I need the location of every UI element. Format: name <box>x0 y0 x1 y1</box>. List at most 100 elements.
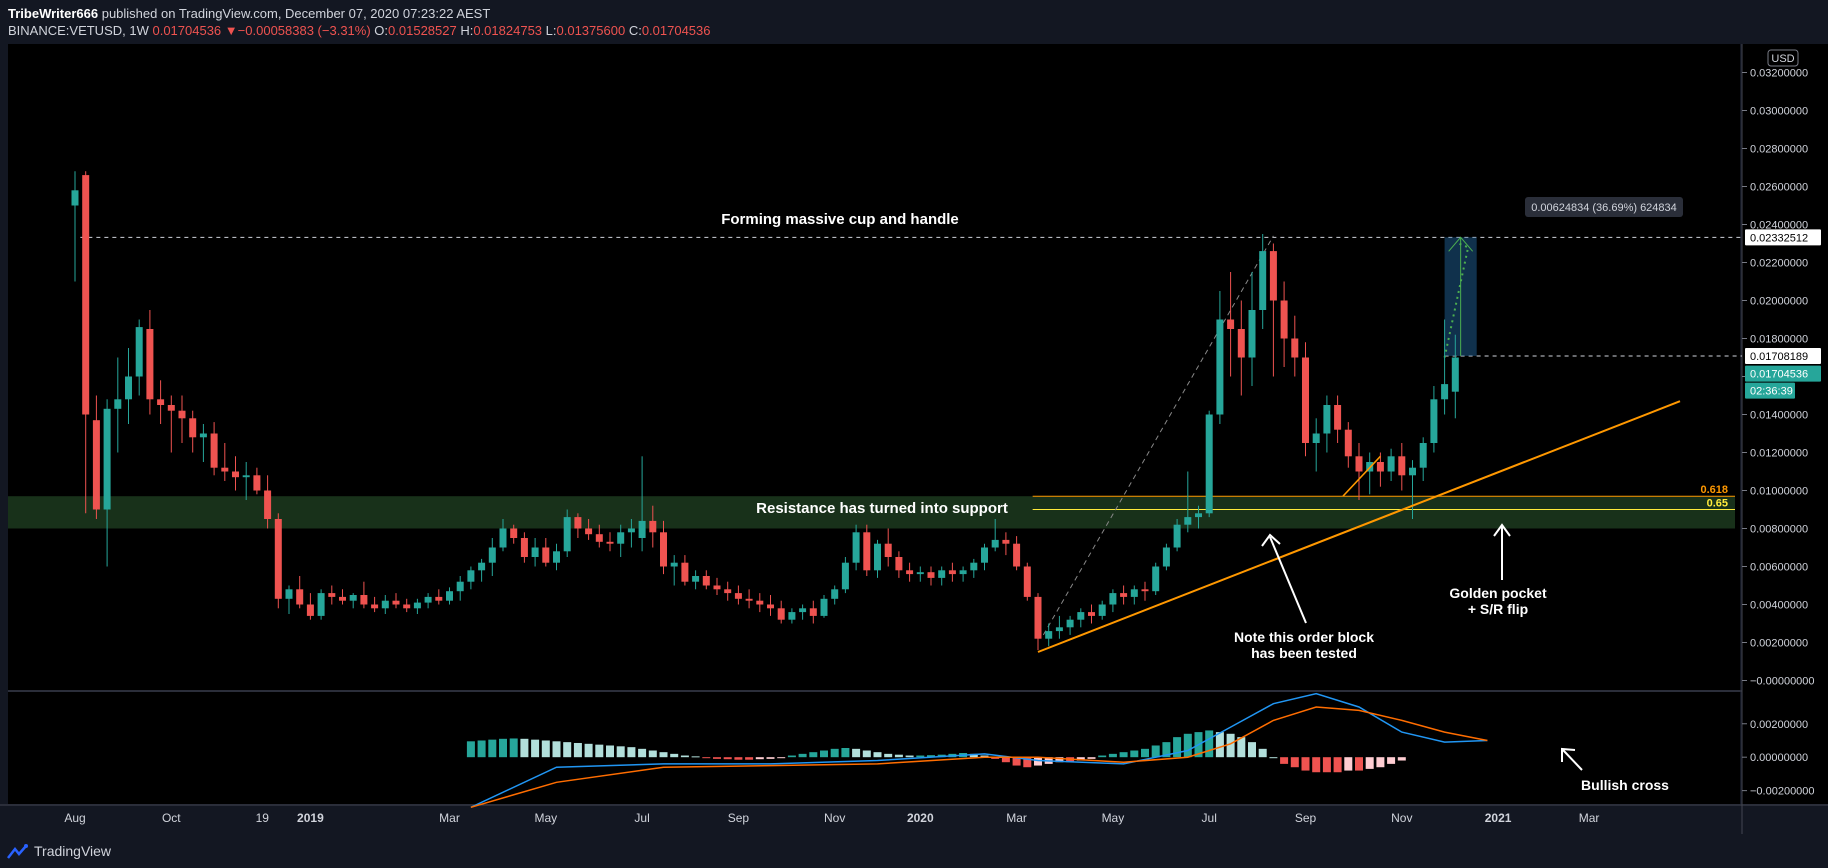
candle-body <box>306 604 314 616</box>
macd-histogram-bar <box>1387 757 1396 764</box>
candle-body <box>125 376 132 400</box>
annotation-golden-pocket-1: Golden pocket <box>1449 585 1547 601</box>
candle-body <box>371 604 379 609</box>
candle-body <box>71 190 79 206</box>
tradingview-logo-icon[interactable] <box>6 844 30 860</box>
entry-price-label: 0.01708189 <box>1750 351 1808 363</box>
candle-body <box>1430 399 1438 443</box>
macd-histogram-bar <box>734 757 743 760</box>
tradingview-brand[interactable]: TradingView <box>34 843 112 859</box>
x-tick-label: Jul <box>634 811 649 825</box>
candle-body <box>927 572 935 578</box>
candle-body <box>863 532 871 571</box>
last-price: 0.01704536 <box>152 23 222 38</box>
macd-histogram-bar <box>1237 737 1246 758</box>
candle-body <box>435 596 443 601</box>
macd-y-tick-label: 0.00200000 <box>1750 719 1808 731</box>
macd-histogram-bar <box>1344 757 1353 771</box>
y-tick-label: 0.03200000 <box>1750 68 1808 80</box>
candle-body <box>135 327 143 377</box>
candle-body <box>1344 429 1352 457</box>
candle-body <box>1109 593 1117 605</box>
macd-histogram-bar <box>1376 757 1385 768</box>
publish-line: TribeWriter666 published on TradingView.… <box>8 6 490 21</box>
golden-pocket-arrowhead <box>1493 523 1511 537</box>
chart-header: TribeWriter666 published on TradingView.… <box>0 0 1828 44</box>
macd-histogram-bar <box>638 748 647 758</box>
candle-body <box>146 329 154 400</box>
macd-histogram-bar <box>1248 742 1256 758</box>
macd-histogram-bar <box>755 757 764 760</box>
macd-histogram-bar <box>1055 757 1064 763</box>
close-value: 0.01704536 <box>641 23 711 38</box>
macd-histogram-bar <box>1141 748 1149 758</box>
candle-body <box>649 520 657 533</box>
open-value: 0.01528527 <box>388 23 457 38</box>
candle-body <box>1237 329 1245 358</box>
macd-histogram-bar <box>1215 732 1224 758</box>
last-price-label-bg <box>1745 365 1821 382</box>
high-value: 0.01824753 <box>473 23 543 38</box>
candle-body <box>574 517 582 529</box>
candle-body <box>328 593 336 597</box>
price-chart[interactable]: 0.03200000 0.03000000 0.02800000 0.02600000… <box>0 0 1828 834</box>
candle-body <box>317 593 325 616</box>
x-tick-label: Nov <box>1391 811 1412 825</box>
candle-body <box>799 608 807 613</box>
candle-body <box>970 562 978 571</box>
y-tick-label: 0.02400000 <box>1750 220 1808 232</box>
candle-body <box>296 589 304 605</box>
macd-histogram-bar <box>509 738 518 758</box>
candle-body <box>467 570 475 582</box>
candle-body <box>874 543 881 571</box>
x-tick-label: Sep <box>728 811 750 825</box>
publisher-name[interactable]: TribeWriter666 <box>8 6 99 21</box>
change-value: −0.00058383 (−3.31%) <box>237 23 371 38</box>
macd-histogram-bar <box>745 757 754 760</box>
support-trendline <box>1037 400 1681 653</box>
candle-body <box>232 471 239 478</box>
macd-histogram-bar <box>691 756 700 758</box>
macd-histogram-bar <box>1333 757 1342 773</box>
candle-body <box>488 547 496 563</box>
measure-label: 0.00624834 (36.69%) 624834 <box>1531 202 1677 214</box>
candle-body <box>692 576 700 582</box>
candle-body <box>702 576 710 586</box>
candle-body <box>841 562 849 590</box>
x-tick-label: 2020 <box>907 811 934 825</box>
fib-level-label: 0.618 <box>1700 484 1728 496</box>
candle-body <box>916 572 924 575</box>
candle-body <box>531 547 539 557</box>
annotation-support: Resistance has turned into support <box>756 500 1008 517</box>
candle-body <box>681 562 689 582</box>
symbol-label[interactable]: BINANCE:VETUSD, 1W <box>8 23 149 38</box>
bullish-cross-arrow <box>1562 749 1583 771</box>
macd-histogram-bar <box>1108 753 1117 758</box>
candle-body <box>585 528 593 535</box>
candle-body <box>852 532 860 563</box>
macd-histogram-bar <box>1280 757 1289 764</box>
macd-histogram-bar <box>680 755 689 758</box>
x-tick-label: Mar <box>439 811 460 825</box>
x-tick-label: 2021 <box>1485 811 1512 825</box>
candle-body <box>499 528 507 548</box>
x-tick-label: Oct <box>162 811 181 825</box>
y-tick-label: 0.00400000 <box>1750 600 1808 612</box>
macd-histogram-bar <box>830 748 839 758</box>
y-tick-label: 0.02600000 <box>1750 182 1808 194</box>
macd-histogram-bar <box>1087 757 1096 759</box>
candle-body <box>627 528 635 533</box>
candle-body <box>1120 593 1128 597</box>
y-tick-label: 0.00200000 <box>1750 638 1808 650</box>
candle-body <box>563 517 571 552</box>
candle-body <box>1248 310 1256 358</box>
macd-histogram-bar <box>499 738 507 758</box>
candle-body <box>446 591 453 601</box>
macd-histogram-bar <box>969 753 978 758</box>
macd-histogram-bar <box>809 752 818 758</box>
candle-body <box>1451 357 1459 392</box>
x-tick-label: Jul <box>1202 811 1217 825</box>
candle-body <box>959 570 967 575</box>
macd-histogram-bar <box>873 752 882 758</box>
candle-body <box>884 543 892 557</box>
